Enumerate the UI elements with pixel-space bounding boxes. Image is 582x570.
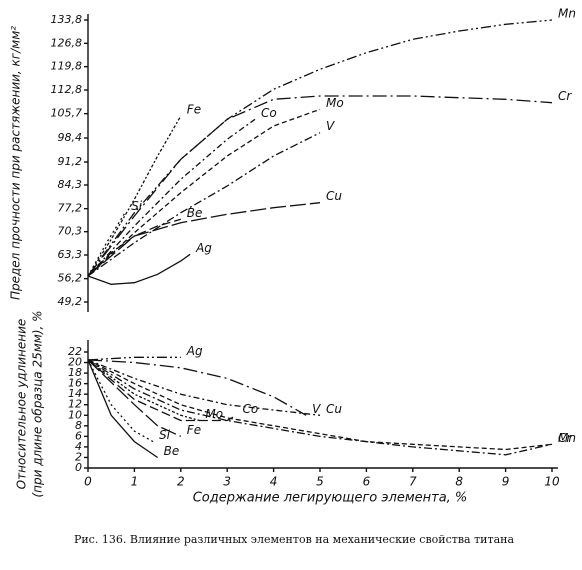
y-axis-title: Предел прочности при растяжении, кг/мм² — [9, 26, 23, 300]
x-tick-label: 2 — [177, 475, 185, 489]
series-line — [87, 359, 237, 422]
y-tick-label: 6 — [75, 429, 82, 442]
series-label: Si — [131, 199, 143, 213]
y-tick-label: 112,8 — [51, 83, 83, 96]
y-tick-label: 98,4 — [58, 131, 83, 144]
series-line — [87, 359, 321, 416]
y-tick-label: 20 — [68, 356, 82, 369]
series-label: V — [312, 402, 321, 416]
x-tick-label: 9 — [502, 475, 510, 489]
y-tick-label: 91,2 — [58, 155, 83, 168]
series-line — [87, 359, 553, 451]
series-label: Mo — [205, 407, 223, 421]
x-tick-label: 1 — [131, 475, 139, 489]
series-line — [87, 202, 321, 277]
series-line — [87, 218, 181, 277]
y-tick-label: 133,8 — [51, 13, 83, 26]
series-label: Si — [159, 428, 171, 442]
x-axis-title: Содержание легирующего элемента, % — [193, 491, 468, 506]
y-tick-label: 22 — [68, 345, 82, 358]
x-tick-label: 6 — [363, 475, 371, 489]
y-tick-label: 8 — [75, 419, 82, 432]
y-tick-label: 49,2 — [58, 295, 83, 308]
x-tick-label: 3 — [223, 475, 231, 489]
series-label: Cu — [326, 402, 342, 416]
series-line — [87, 359, 200, 422]
series-line — [87, 212, 126, 277]
caption: Рис. 136. Влияние различных элементов на… — [74, 533, 515, 546]
y-tick-label: 12 — [68, 398, 82, 411]
y-tick-label: 0 — [75, 461, 82, 474]
series-line — [87, 359, 154, 443]
y-tick-label: 70,3 — [58, 225, 83, 238]
x-tick-label: 5 — [316, 475, 324, 489]
x-tick-label: 10 — [544, 475, 560, 489]
series-line — [87, 115, 182, 277]
series-label: Mo — [326, 96, 344, 110]
y-tick-label: 16 — [68, 377, 82, 390]
series-line — [87, 359, 553, 456]
y-tick-label: 56,2 — [58, 272, 83, 285]
y-tick-label: 119,8 — [51, 60, 83, 73]
series-label: Co — [242, 402, 258, 416]
series-label: Cu — [326, 189, 342, 203]
y-tick-label: 14 — [68, 387, 82, 400]
series-label: Co — [261, 106, 277, 120]
series-label: Fe — [187, 103, 201, 117]
y-tick-label: 4 — [75, 440, 82, 453]
series-line — [87, 95, 553, 277]
y-axis-title: Относительное удлинение — [15, 319, 29, 490]
series-label: Mn — [558, 7, 576, 21]
y-tick-label: 105,7 — [51, 107, 83, 120]
series-label: Ag — [186, 344, 203, 358]
x-tick-label: 4 — [270, 475, 278, 489]
y-tick-label: 77,2 — [58, 202, 83, 215]
y-tick-label: 18 — [68, 366, 82, 379]
series-line — [87, 19, 553, 277]
series-label: Ag — [195, 241, 212, 255]
series-line — [87, 108, 321, 277]
series-label: Be — [187, 206, 203, 220]
series-label: Mn — [558, 431, 576, 445]
y-tick-label: 63,3 — [58, 248, 83, 261]
y-tick-label: 84,3 — [58, 178, 83, 191]
x-tick-label: 7 — [409, 475, 417, 489]
series-line — [87, 132, 321, 277]
x-tick-label: 8 — [455, 475, 463, 489]
series-line — [87, 359, 307, 416]
y-tick-label: 2 — [75, 450, 82, 463]
series-line — [87, 356, 181, 361]
series-label: Fe — [187, 423, 201, 437]
y-tick-label: 10 — [68, 408, 82, 421]
series-line — [87, 253, 191, 285]
series-line — [87, 359, 182, 437]
series-line — [87, 359, 158, 459]
series-label: Be — [164, 444, 180, 458]
x-tick-label: 0 — [84, 475, 92, 489]
series-label: Cr — [558, 431, 572, 445]
y-axis-title: (при длине образца 25мм), % — [31, 310, 45, 497]
series-label: V — [326, 119, 335, 133]
series-line — [87, 118, 256, 277]
series-label: Cr — [558, 89, 572, 103]
y-tick-label: 126,8 — [51, 36, 83, 49]
